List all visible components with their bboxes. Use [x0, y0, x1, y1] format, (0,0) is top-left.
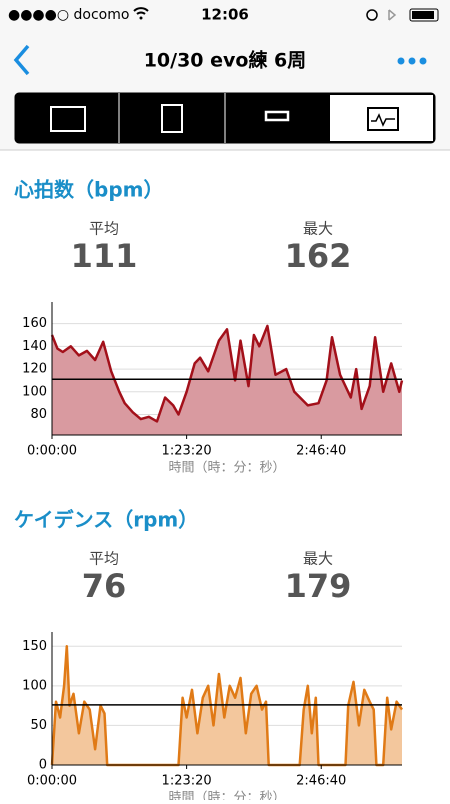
battery-icon — [409, 8, 439, 22]
section-title: ケイデンス（rpm） — [14, 508, 198, 532]
alarm-icon — [366, 9, 378, 21]
wifi-icon — [139, 16, 143, 20]
carrier: ●●●●○ docomo — [8, 7, 129, 23]
x-tick-label: 2:46:40 — [296, 774, 346, 789]
bluetooth-icon — [388, 9, 397, 21]
stat-value: 179 — [285, 567, 352, 605]
stat-value: 76 — [82, 567, 127, 605]
more-button[interactable] — [397, 57, 427, 65]
tab[interactable] — [121, 95, 223, 141]
stat-value: 162 — [285, 237, 352, 275]
battery-level — [412, 11, 434, 19]
page-title: 10/30 evo練 6周 — [144, 49, 307, 72]
y-tick-label: 100 — [22, 384, 47, 399]
x-tick-label: 1:23:20 — [162, 774, 212, 789]
section-title: 心拍数（bpm） — [14, 178, 163, 202]
line — [50, 645, 404, 767]
lap-icon — [264, 110, 290, 122]
y-tick-label: 140 — [22, 339, 47, 354]
map-icon — [50, 106, 86, 132]
y-tick-label: 80 — [30, 407, 47, 422]
back-button[interactable] — [13, 44, 30, 76]
x-tick-label: 0:00:00 — [27, 444, 77, 459]
stat-label: 最大 — [303, 220, 333, 238]
stat-label: 平均 — [89, 220, 119, 238]
graph-icon — [367, 107, 399, 131]
clock: 12:06 — [201, 6, 249, 24]
wifi-icon — [133, 7, 149, 15]
tab-selected[interactable] — [330, 95, 433, 141]
area — [52, 325, 402, 435]
y-tick-label: 160 — [22, 316, 47, 331]
graph-icon — [371, 113, 395, 127]
x-tick-label: 0:00:00 — [27, 774, 77, 789]
y-tick-label: 0 — [39, 758, 47, 773]
y-tick-label: 50 — [30, 718, 47, 733]
x-tick-label: 2:46:40 — [296, 444, 346, 459]
y-tick-label: 100 — [22, 678, 47, 693]
y-tick-label: 150 — [22, 639, 47, 654]
line — [50, 324, 404, 423]
stat-label: 平均 — [89, 550, 119, 568]
list-icon — [161, 104, 183, 133]
y-tick-label: 120 — [22, 362, 47, 377]
x-axis-label: 時間（時：分：秒） — [168, 461, 285, 476]
stat-value: 111 — [71, 237, 138, 275]
x-axis-label: 時間（時：分：秒） — [168, 791, 285, 801]
stat-label: 最大 — [303, 550, 333, 568]
x-tick-label: 1:23:20 — [162, 444, 212, 459]
